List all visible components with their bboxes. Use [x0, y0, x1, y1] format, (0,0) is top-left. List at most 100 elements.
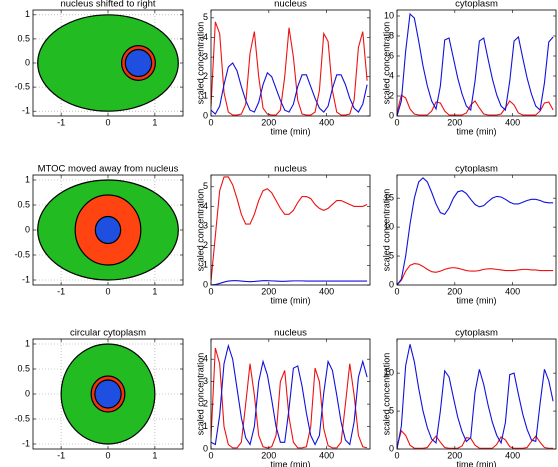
panel: 0 200 400 0 2 4 6 8 10 cytoplasm time (min) scaled …: [381, 0, 557, 136]
y-tick-label: -0.5: [14, 413, 30, 423]
x-tick-label: 200: [447, 450, 462, 460]
region: [94, 379, 122, 409]
plot-content: [397, 12, 554, 116]
y-tick-label: -0.5: [14, 81, 30, 91]
y-tick-label: 0: [203, 443, 208, 453]
x-tick-label: 0: [208, 117, 213, 127]
panel: 0 200 400 0 1 2 3 4 nucleus time (min) scaled conc…: [195, 328, 371, 467]
x-tick-label: 0: [208, 286, 213, 296]
y-tick-label: 5: [389, 250, 394, 260]
y-tick-label: 0.5: [17, 33, 30, 43]
x-tick-label: -1: [57, 286, 65, 296]
y-tick-label: 6: [389, 50, 394, 60]
x-tick-label: -1: [57, 117, 65, 127]
panel-title: cytoplasm: [455, 0, 498, 10]
y-tick-label: 10: [384, 221, 394, 231]
y-axis-label: scaled concentration: [381, 353, 391, 436]
data-line: [397, 94, 554, 116]
x-tick-label: 0: [394, 450, 399, 460]
plot-area: [397, 339, 556, 449]
y-tick-label: -1: [22, 274, 30, 284]
axes-frame: [396, 9, 557, 117]
x-tick-label: 0: [105, 450, 110, 460]
x-tick-label: 400: [505, 117, 520, 127]
panel: 0 200 400 0 1 2 3 4 5 nucleus time (min) scaled con…: [195, 0, 371, 136]
y-tick-label: 1: [203, 91, 208, 101]
panel: -1 0 1 -1 -0.5 0 0.5 1 circular cytoplasm: [14, 328, 184, 460]
y-tick-label: 10: [384, 368, 394, 378]
data-line: [211, 62, 368, 115]
y-tick-label: 10: [384, 10, 394, 20]
y-axis-label: scaled concentration: [195, 22, 205, 105]
plot-content: [211, 343, 368, 449]
x-tick-label: 200: [447, 117, 462, 127]
axes-frame: [396, 174, 557, 286]
y-tick-label: 3: [203, 51, 208, 61]
y-tick-label: 5: [203, 181, 208, 191]
y-tick-label: -1: [22, 106, 30, 116]
region: [94, 215, 122, 245]
x-axis-label: time (min): [457, 126, 497, 136]
y-tick-label: 4: [389, 70, 394, 80]
plot-content: [211, 21, 368, 116]
data-line: [397, 263, 554, 285]
panel-title: MTOC moved away from nucleus: [38, 164, 179, 175]
y-tick-label: 0.5: [17, 199, 30, 209]
x-tick-label: 1: [152, 117, 157, 127]
x-axis-label: time (min): [271, 295, 311, 305]
panel-title: cytoplasm: [455, 328, 498, 339]
x-tick-label: 400: [319, 286, 334, 296]
y-tick-label: 0: [25, 224, 30, 234]
x-tick-label: 200: [261, 286, 276, 296]
panel: -1 0 1 -1 -0.5 0 0.5 1 MTOC moved away from nucl…: [14, 164, 184, 296]
data-line: [211, 343, 368, 446]
y-tick-label: 0: [203, 279, 208, 289]
x-tick-label: 400: [505, 286, 520, 296]
y-tick-label: 1: [203, 421, 208, 431]
data-line: [211, 280, 368, 285]
y-tick-label: 4: [203, 32, 208, 42]
data-line: [211, 176, 368, 282]
x-tick-label: 200: [261, 450, 276, 460]
y-tick-label: 0: [25, 57, 30, 67]
y-axis-label: scaled concentration: [195, 353, 205, 436]
x-tick-label: 0: [208, 450, 213, 460]
y-tick-label: 1: [25, 174, 30, 184]
y-tick-label: 0: [25, 388, 30, 398]
panel-title: circular cytoplasm: [70, 328, 146, 339]
plot-content: [397, 177, 554, 285]
y-tick-label: 0: [389, 110, 394, 120]
y-tick-label: 15: [384, 193, 394, 203]
region: [37, 14, 179, 112]
x-tick-label: 0: [105, 117, 110, 127]
y-tick-label: 2: [389, 90, 394, 100]
panel-title: cytoplasm: [455, 164, 498, 175]
plot-area: [211, 10, 370, 116]
plot-content: [37, 14, 179, 112]
panel: -1 0 1 -1 -0.5 0 0.5 1 nucleus shifted to right: [14, 0, 184, 127]
x-axis-label: time (min): [457, 295, 497, 305]
axes-frame: [210, 338, 371, 450]
y-tick-label: 4: [203, 201, 208, 211]
x-tick-label: -1: [57, 450, 65, 460]
x-tick-label: 1: [152, 450, 157, 460]
y-tick-label: -0.5: [14, 249, 30, 259]
x-tick-label: 400: [319, 450, 334, 460]
x-tick-label: 200: [447, 286, 462, 296]
y-tick-label: 5: [389, 405, 394, 415]
y-tick-label: 0: [389, 279, 394, 289]
x-tick-label: 1: [152, 286, 157, 296]
plot-content: [60, 343, 156, 445]
y-tick-label: 5: [203, 12, 208, 22]
axes-frame: [396, 338, 557, 450]
data-line: [397, 12, 554, 116]
plot-area: [211, 175, 370, 285]
y-axis-label: scaled concentration: [195, 189, 205, 272]
panel: 0 200 400 0 5 10 cytoplasm time (min) scaled con…: [381, 328, 557, 467]
y-tick-label: 1: [203, 260, 208, 270]
panel-title: nucleus: [274, 0, 307, 10]
data-line: [211, 21, 368, 116]
x-axis-label: time (min): [457, 459, 497, 467]
x-tick-label: 200: [261, 117, 276, 127]
